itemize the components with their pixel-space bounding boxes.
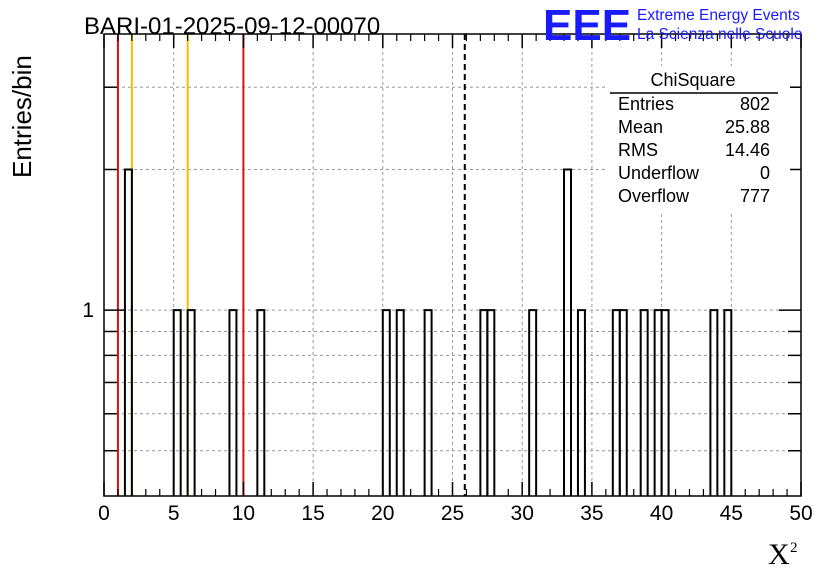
- x-tick-label: 25: [441, 502, 464, 525]
- histogram-bar: [709, 309, 719, 496]
- histogram-bar: [576, 309, 586, 496]
- histogram-bar: [528, 309, 538, 496]
- x-axis-label-base: X: [768, 538, 790, 571]
- stats-box: ChiSquare Entries 802 Mean 25.88 RMS 14.46 Und…: [606, 66, 790, 212]
- histogram-bar: [479, 309, 489, 496]
- x-tick-label: 20: [371, 502, 394, 525]
- histogram-bar: [256, 309, 266, 496]
- histogram-bar: [172, 309, 182, 496]
- histogram-bar: [423, 309, 433, 496]
- x-tick-label: 40: [650, 502, 673, 525]
- stats-row-label: Overflow: [618, 186, 690, 206]
- chart-title: BARI-01-2025-09-12-00070: [84, 13, 380, 40]
- stats-row-value: 777: [740, 186, 770, 206]
- x-tick-label: 5: [168, 502, 180, 525]
- histogram-bar: [228, 309, 238, 496]
- logo-mark: EEE: [543, 1, 631, 50]
- stats-row-value: 14.46: [725, 140, 770, 160]
- reference-lines: [116, 34, 466, 496]
- histogram-bar: [486, 309, 496, 496]
- stats-row-label: Underflow: [618, 163, 700, 183]
- y-tick-label: 1: [82, 299, 94, 322]
- logo: EEE Extreme Energy Events La Scienza nel…: [543, 1, 802, 50]
- x-tick-label: 15: [301, 502, 324, 525]
- x-tick-label: 50: [789, 502, 812, 525]
- tick-labels: 0 5 10 15 20 25 30 35 40 45 50 1: [82, 299, 812, 525]
- stats-row-value: 802: [740, 94, 770, 114]
- stats-rows: Entries 802 Mean 25.88 RMS 14.46 Underflow 0 Ove…: [618, 94, 770, 206]
- histogram: [123, 168, 733, 496]
- histogram-bar: [186, 309, 196, 496]
- stats-box-background: [606, 66, 790, 212]
- histogram-bar: [653, 309, 663, 496]
- logo-line-1: Extreme Energy Events: [637, 7, 800, 24]
- stats-row-label: Entries: [618, 94, 674, 114]
- stats-row-label: RMS: [618, 140, 658, 160]
- x-axis-label: X 2: [768, 538, 798, 571]
- x-tick-label: 45: [720, 502, 743, 525]
- x-tick-label: 10: [232, 502, 255, 525]
- histogram-bar: [381, 309, 391, 496]
- stats-row-label: Mean: [618, 117, 663, 137]
- histogram-bar: [563, 168, 572, 496]
- histogram-bar: [660, 309, 670, 496]
- y-axis-label: Entries/bin: [7, 55, 37, 178]
- logo-line-2: La Scienza nelle Scuole: [637, 26, 802, 43]
- histogram-bar: [123, 168, 133, 496]
- histogram-bar: [611, 309, 621, 496]
- stats-title: ChiSquare: [650, 70, 735, 90]
- x-tick-label: 30: [511, 502, 534, 525]
- x-tick-label: 35: [580, 502, 603, 525]
- histogram-bar: [618, 309, 628, 496]
- x-axis-label-superscript: 2: [790, 540, 798, 556]
- axes: [103, 33, 802, 497]
- x-tick-label: 0: [98, 502, 110, 525]
- histogram-bar: [639, 309, 649, 496]
- histogram-bar: [395, 309, 405, 496]
- stats-row-value: 25.88: [725, 117, 770, 137]
- stats-row-value: 0: [760, 163, 770, 183]
- histogram-bar: [723, 309, 733, 496]
